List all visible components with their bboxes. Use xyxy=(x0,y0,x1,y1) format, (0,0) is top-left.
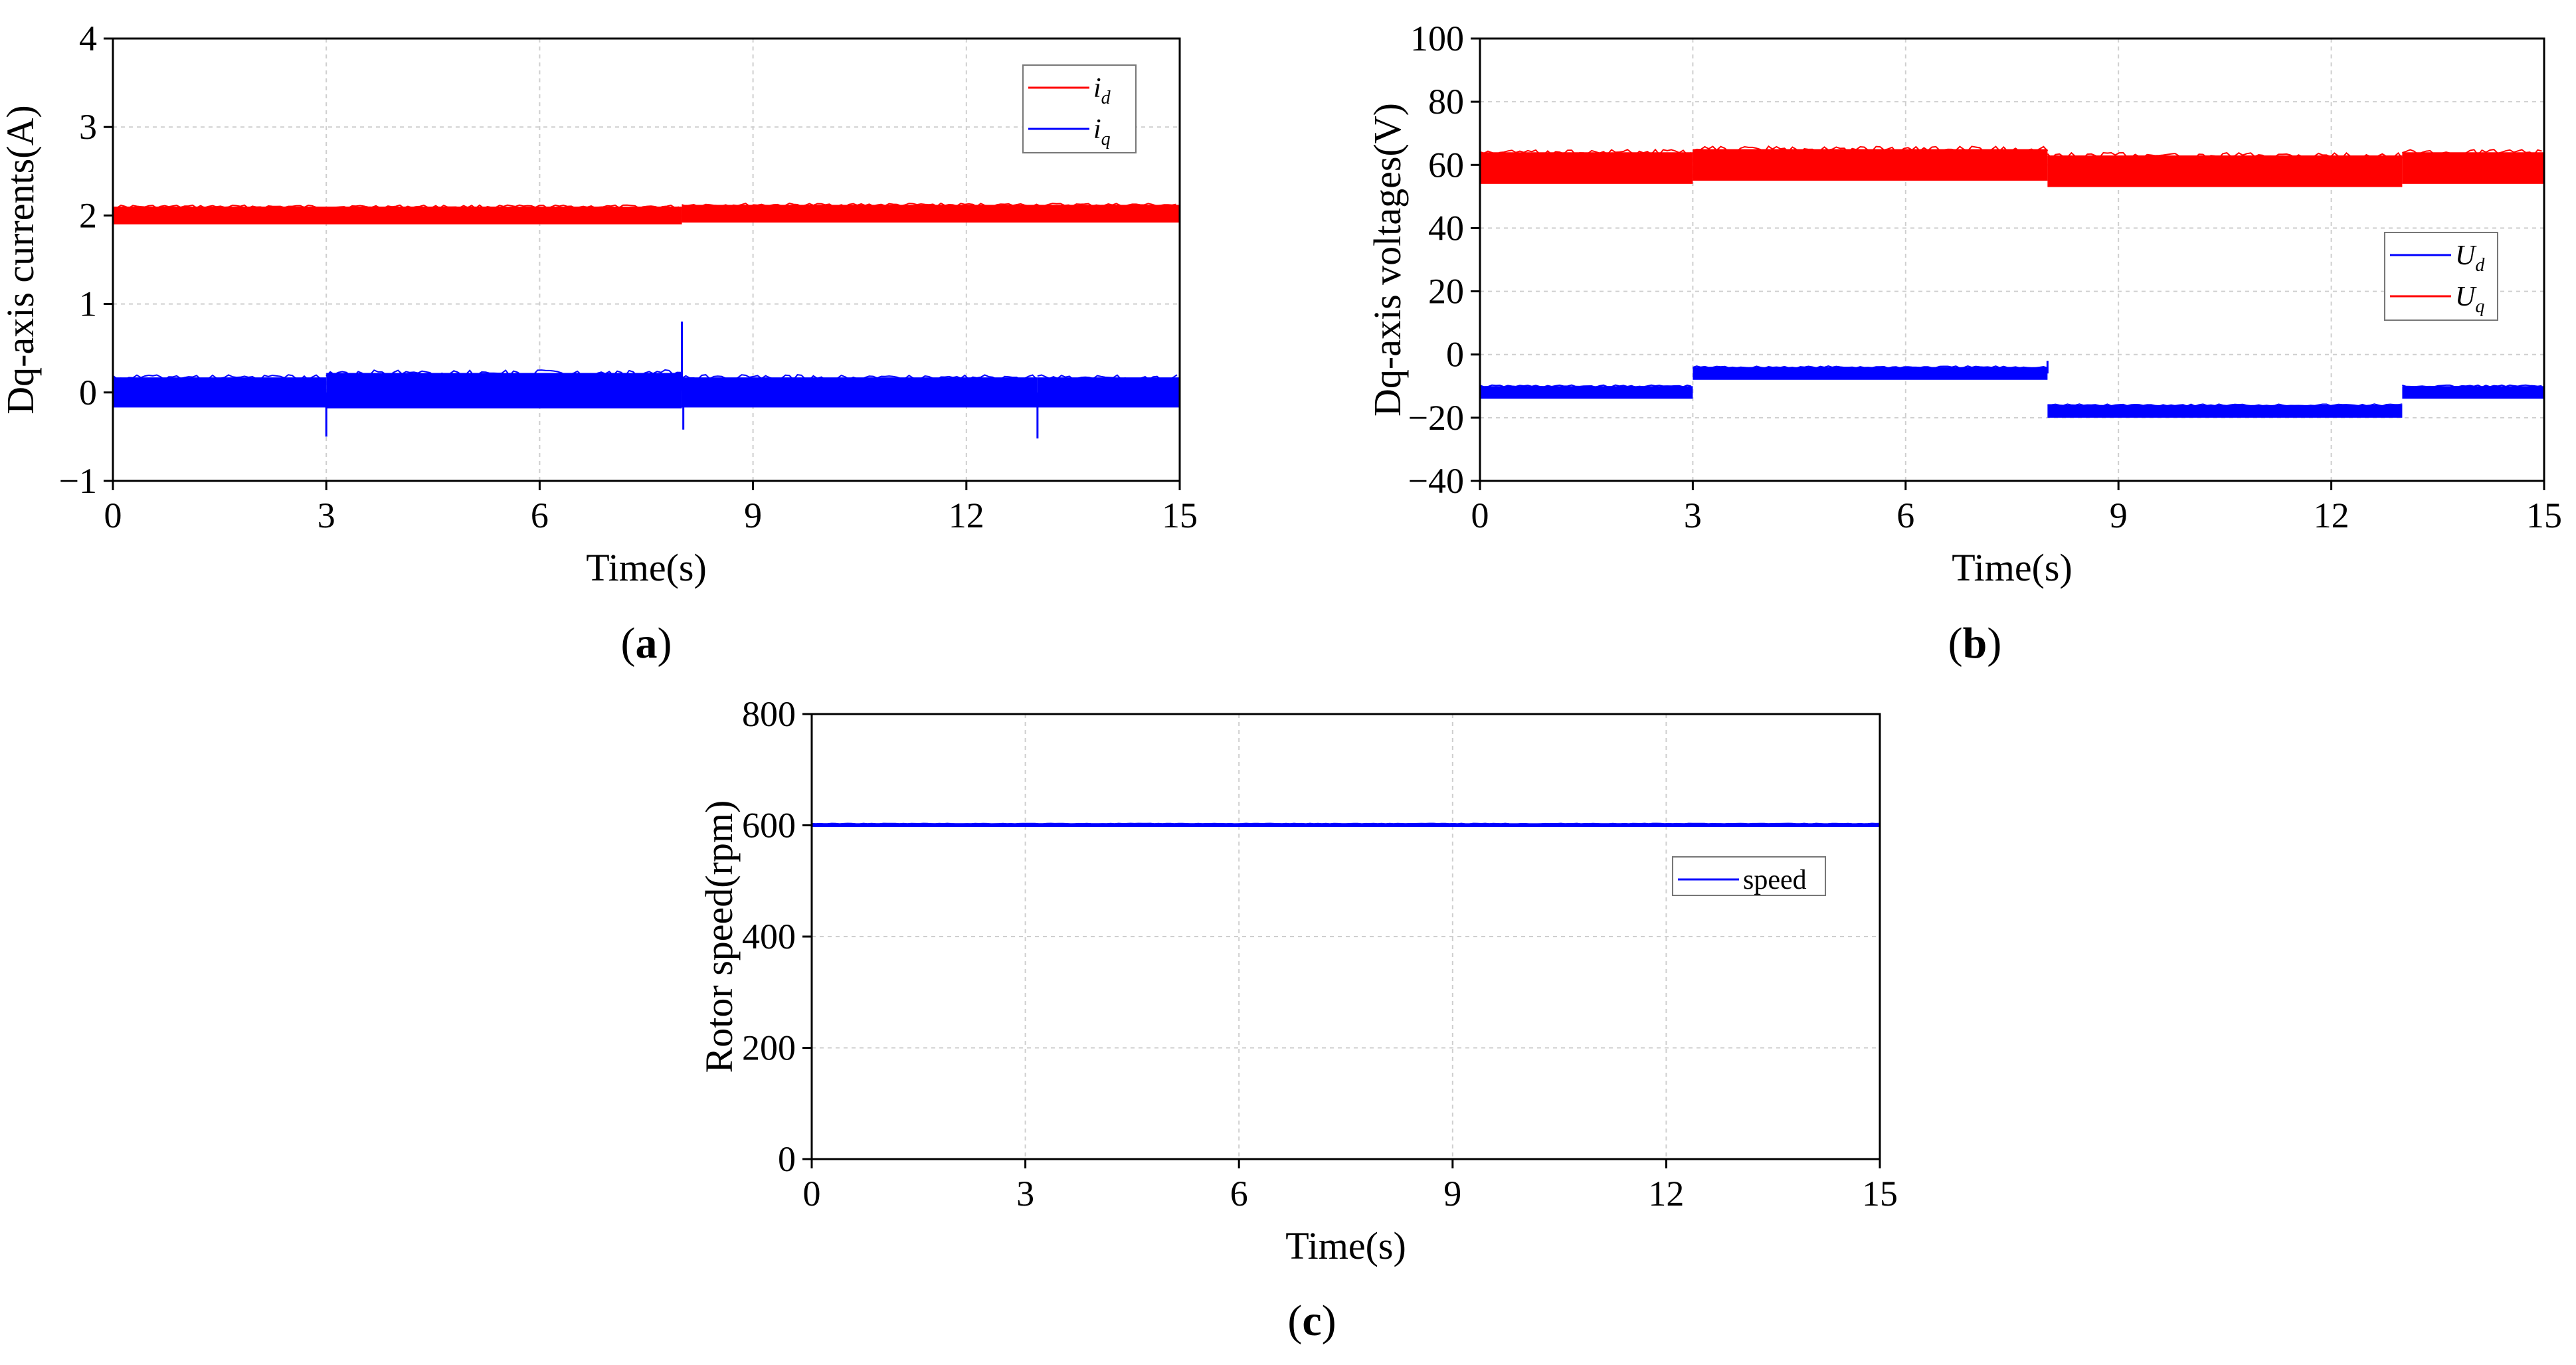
series-noise-Ud xyxy=(2047,403,2403,407)
x-axis-label: Time(s) xyxy=(586,546,707,589)
series-noise-Ud xyxy=(1693,365,2048,369)
series-band-id xyxy=(682,205,1180,223)
y-tick-label: 0 xyxy=(778,1139,796,1179)
series-band-Uq xyxy=(2402,152,2544,184)
x-tick-label: 9 xyxy=(744,496,762,535)
series-iq xyxy=(112,321,1180,439)
series-Uq xyxy=(1479,145,2544,187)
x-tick-label: 3 xyxy=(1684,496,1702,535)
y-tick-label: 600 xyxy=(742,806,796,846)
legend-box xyxy=(1022,64,1137,153)
x-tick-label: 6 xyxy=(1230,1174,1248,1214)
y-tick-label: 100 xyxy=(1410,19,1464,58)
series-Ud xyxy=(1479,361,2544,418)
series-band-iq xyxy=(1037,377,1180,408)
x-tick-label: 12 xyxy=(949,496,984,535)
plot-frame xyxy=(1479,37,2545,482)
series-noise-id xyxy=(112,204,680,209)
x-tick-label: 0 xyxy=(104,496,122,535)
x-axis-label: Time(s) xyxy=(1952,546,2072,589)
x-tick-label: 9 xyxy=(1443,1174,1461,1214)
y-tick-label: 40 xyxy=(1428,208,1464,248)
series-band-Uq xyxy=(1693,149,2048,181)
y-axis-label: Rotor speed(rpm) xyxy=(697,800,741,1073)
series-band-iq xyxy=(113,377,327,408)
series-band-iq xyxy=(326,373,682,409)
panel-label: (a) xyxy=(621,619,672,668)
series-noise-iq xyxy=(681,374,1038,381)
series-noise-Uq xyxy=(1693,145,2049,153)
y-tick-label: 200 xyxy=(742,1028,796,1068)
x-tick-label: 15 xyxy=(1862,1174,1898,1214)
x-tick-label: 3 xyxy=(318,496,335,535)
legend: speed xyxy=(1672,856,1826,896)
y-tick-label: 800 xyxy=(742,694,796,734)
y-axis-label: Dq-axis currents(A) xyxy=(0,105,42,414)
legend-box xyxy=(1672,856,1826,896)
y-axis-label: Dq-axis voltages(V) xyxy=(1366,103,1409,416)
legend-label-Ud: Ud xyxy=(2455,240,2485,276)
x-tick-label: 12 xyxy=(2314,496,2349,535)
x-tick-label: 0 xyxy=(1471,496,1489,535)
x-tick-label: 9 xyxy=(2110,496,2128,535)
x-tick-label: 0 xyxy=(803,1174,821,1214)
x-tick-label: 12 xyxy=(1648,1174,1684,1214)
x-tick-label: 6 xyxy=(1896,496,1914,535)
series-band-speed xyxy=(812,823,1880,828)
y-tick-label: −1 xyxy=(59,461,97,501)
y-tick-label: 3 xyxy=(79,107,97,147)
series-id xyxy=(112,202,1180,225)
panel-label: (b) xyxy=(1948,619,2002,668)
series-noise-Ud xyxy=(1479,384,1692,388)
x-tick-label: 3 xyxy=(1016,1174,1034,1214)
series-band-Uq xyxy=(2047,155,2403,187)
y-tick-label: 1 xyxy=(79,284,97,324)
series-noise-Uq xyxy=(2047,151,2403,159)
panel-c-speed-chart: 0 3 6 9 12 15 0 200 400 600 800 Time(s) Rotor speed(… xyxy=(697,694,1898,1345)
y-tick-label: 20 xyxy=(1428,272,1464,312)
x-axis-label: Time(s) xyxy=(1285,1224,1406,1267)
series-noise-iq xyxy=(1037,374,1178,381)
series-band-Ud xyxy=(1480,386,1693,399)
y-tick-label: 0 xyxy=(79,373,97,412)
series-noise-id xyxy=(682,202,1176,207)
series-noise-Uq xyxy=(1479,148,1692,156)
series-speed xyxy=(811,822,1881,828)
legend-label-speed: speed xyxy=(1743,865,1807,895)
legend-box xyxy=(2384,232,2498,321)
y-tick-label: 400 xyxy=(742,917,796,956)
legend-label-id: id xyxy=(1093,73,1111,108)
y-tick-label: 4 xyxy=(79,19,97,58)
series-band-id xyxy=(113,207,682,225)
series-noise-iq xyxy=(112,374,325,381)
legend: id iq xyxy=(1022,64,1137,153)
legend-label-Uq: Uq xyxy=(2455,282,2484,317)
x-tick-label: 15 xyxy=(2526,496,2562,535)
y-tick-label: 0 xyxy=(1446,335,1464,375)
series-band-Uq xyxy=(1480,152,1693,184)
y-tick-label: 80 xyxy=(1428,82,1464,122)
y-tick-label: 60 xyxy=(1428,145,1464,185)
series-noise-Ud xyxy=(2402,384,2542,388)
series-band-Ud xyxy=(2047,405,2403,418)
series-band-Ud xyxy=(1693,367,2048,380)
legend: Ud Uq xyxy=(2384,232,2498,321)
plot-frame xyxy=(112,37,1181,482)
legend-label-iq: iq xyxy=(1093,114,1111,149)
x-tick-label: 6 xyxy=(531,496,549,535)
series-noise-Uq xyxy=(2402,149,2542,156)
panel-label: (c) xyxy=(1287,1297,1336,1345)
x-tick-label: 15 xyxy=(1162,496,1198,535)
series-noise-iq xyxy=(325,369,682,377)
series-band-iq xyxy=(682,377,1038,408)
y-tick-label: −40 xyxy=(1408,461,1464,501)
y-tick-label: 2 xyxy=(79,195,97,235)
series-band-Ud xyxy=(2402,386,2544,399)
panel-b-voltages-chart: 0 3 6 9 12 15 −40 −20 0 20 40 60 80 100 Time(s) Dq-axis… xyxy=(1366,19,2562,668)
y-tick-label: −20 xyxy=(1408,398,1464,438)
